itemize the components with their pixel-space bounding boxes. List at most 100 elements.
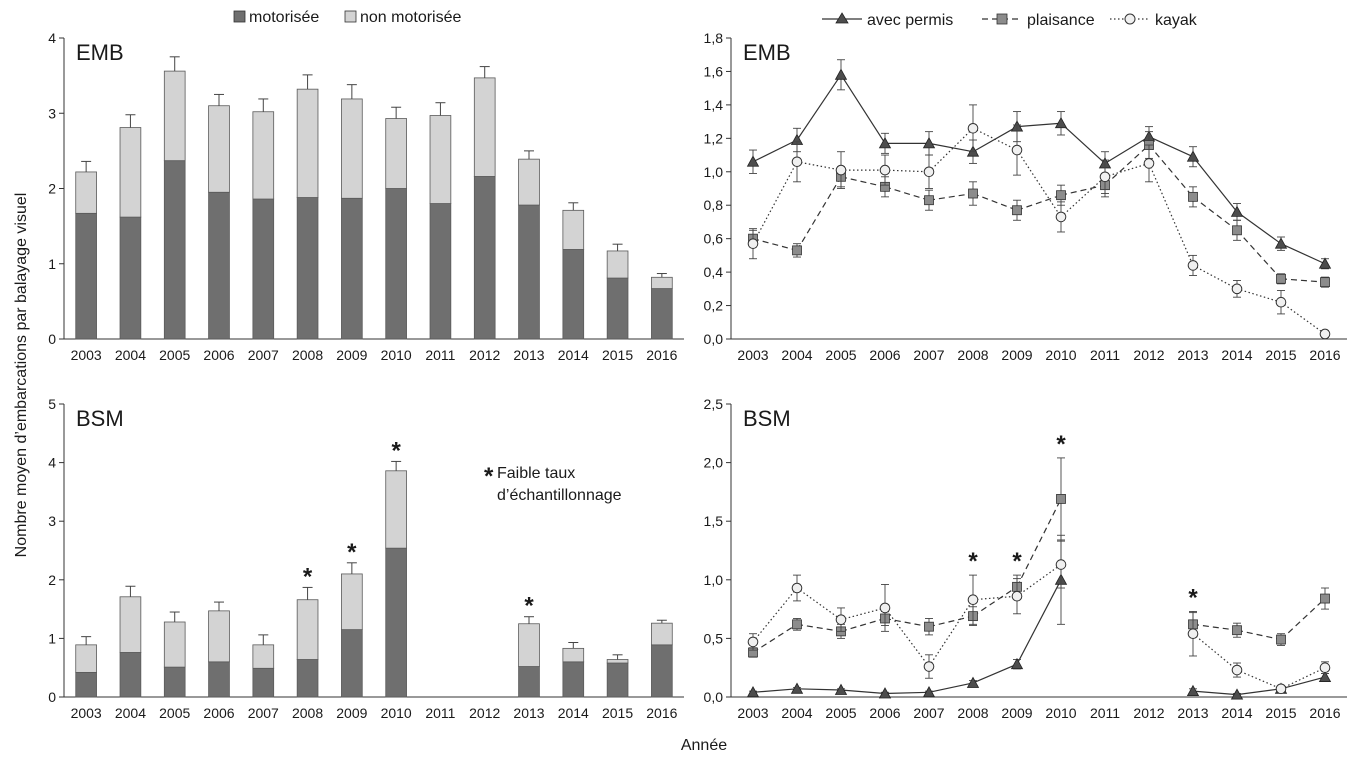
series-line-avec-permis [797, 689, 841, 690]
x-tick-label: 2003 [71, 705, 102, 721]
x-tick-label: 2014 [1221, 705, 1252, 721]
point-kayak-2008 [968, 595, 978, 605]
x-tick-label: 2007 [913, 347, 944, 363]
x-tick-label: 2005 [159, 347, 190, 363]
point-kayak-2006 [880, 603, 890, 613]
bar-motorisee-2013 [519, 667, 540, 697]
bar-non-motorisee-2010 [386, 119, 407, 189]
point-kayak-2009 [1012, 145, 1022, 155]
point-kayak-2014 [1232, 284, 1242, 294]
series-line-kayak [841, 608, 885, 620]
bar-non-motorisee-2012 [474, 78, 495, 177]
x-tick-label: 2010 [1045, 705, 1076, 721]
point-plaisance-2008 [969, 189, 978, 198]
bar-non-motorisee-2008 [297, 600, 318, 660]
x-tick-label: 2005 [825, 347, 856, 363]
series-line-kayak [1193, 634, 1237, 670]
bar-non-motorisee-2009 [341, 99, 362, 198]
bar-non-motorisee-2003 [76, 172, 97, 213]
x-tick-label: 2015 [602, 705, 633, 721]
x-tick-label: 2010 [1045, 347, 1076, 363]
bar-motorisee-2006 [209, 662, 230, 697]
low-sampling-star: * [391, 437, 401, 464]
bar-motorisee-2007 [253, 199, 274, 339]
bar-motorisee-2007 [253, 668, 274, 697]
bar-non-motorisee-2003 [76, 645, 97, 673]
x-tick-label: 2015 [1265, 705, 1296, 721]
point-kayak-2010 [1056, 212, 1066, 222]
x-tick-label: 2013 [1177, 347, 1208, 363]
x-tick-label: 2007 [248, 705, 279, 721]
legend-swatch-non-motorisee [345, 11, 356, 22]
x-tick-label: 2004 [781, 347, 812, 363]
y-tick-label: 0 [48, 689, 56, 705]
bar-non-motorisee-2011 [430, 116, 451, 204]
point-kayak-2012 [1144, 159, 1154, 169]
series-line-kayak [1061, 177, 1105, 217]
low-sampling-star: * [1188, 584, 1198, 611]
series-line-kayak [1237, 289, 1281, 302]
series-line-plaisance [753, 239, 797, 251]
series-line-avec-permis [929, 683, 973, 692]
bar-motorisee-2004 [120, 217, 141, 339]
x-tick-label: 2014 [558, 705, 589, 721]
y-axis-label: Nombre moyen d’embarcations par balayage… [13, 193, 30, 558]
y-tick-label: 4 [48, 30, 56, 46]
y-tick-label: 0,0 [704, 689, 724, 705]
bar-motorisee-2009 [341, 630, 362, 697]
y-tick-label: 0,4 [704, 264, 724, 280]
bar-non-motorisee-2005 [164, 71, 185, 161]
series-line-plaisance [1237, 230, 1281, 278]
bar-non-motorisee-2004 [120, 128, 141, 218]
point-kayak-2005 [836, 165, 846, 175]
y-tick-label: 0,2 [704, 298, 724, 314]
point-kayak-2014 [1232, 665, 1242, 675]
point-kayak-2010 [1056, 560, 1066, 570]
series-line-plaisance [753, 624, 797, 652]
point-kayak-2011 [1100, 172, 1110, 182]
point-kayak-2015 [1276, 684, 1286, 694]
bar-motorisee-2014 [563, 249, 584, 339]
series-line-plaisance [1061, 185, 1105, 195]
low-sampling-star: * [1056, 431, 1066, 458]
bar-non-motorisee-2016 [651, 623, 672, 645]
y-tick-label: 0,6 [704, 231, 724, 247]
bar-non-motorisee-2013 [519, 159, 540, 205]
series-line-kayak [753, 588, 797, 642]
x-tick-label: 2005 [159, 705, 190, 721]
series-line-kayak [1281, 302, 1325, 334]
point-avec-permis-2008 [968, 677, 979, 687]
point-kayak-2013 [1188, 261, 1198, 271]
point-avec-permis-2015 [1276, 238, 1287, 248]
x-tick-label: 2011 [1090, 705, 1120, 721]
legend-label-avec-permis: avec permis [867, 12, 953, 29]
point-kayak-2013 [1188, 629, 1198, 639]
x-tick-label: 2008 [292, 347, 323, 363]
series-line-plaisance [973, 587, 1017, 616]
point-plaisance-2016 [1321, 594, 1330, 603]
low-sampling-star: * [968, 548, 978, 575]
point-avec-permis-2003 [748, 156, 759, 166]
bar-non-motorisee-2014 [563, 648, 584, 661]
x-tick-label: 2009 [336, 705, 367, 721]
point-avec-permis-2005 [836, 69, 847, 79]
y-tick-label: 1 [48, 256, 56, 272]
series-line-avec-permis [753, 689, 797, 693]
bar-non-motorisee-2015 [607, 659, 628, 663]
series-line-plaisance [1193, 197, 1237, 230]
x-tick-label: 2013 [1177, 705, 1208, 721]
x-tick-label: 2007 [248, 347, 279, 363]
x-tick-label: 2013 [513, 705, 544, 721]
x-axis-label: Année [681, 737, 727, 754]
x-tick-label: 2008 [957, 347, 988, 363]
x-tick-label: 2006 [203, 347, 234, 363]
x-tick-label: 2004 [781, 705, 812, 721]
bar-motorisee-2004 [120, 652, 141, 697]
series-line-kayak [1017, 150, 1061, 217]
x-tick-label: 2008 [292, 705, 323, 721]
legend-swatch-motorisee [234, 11, 245, 22]
series-line-avec-permis [797, 75, 841, 140]
bar-motorisee-2016 [651, 645, 672, 697]
series-line-avec-permis [1281, 244, 1325, 264]
point-kayak-2008 [968, 124, 978, 134]
